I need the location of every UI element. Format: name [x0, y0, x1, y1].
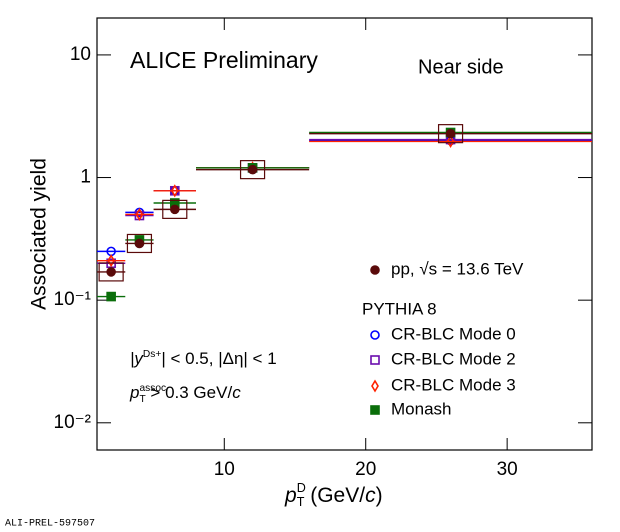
text-part: p	[284, 484, 297, 507]
systematic-box	[98, 262, 124, 282]
legend-label: Monash	[391, 399, 451, 418]
plot-frame	[96, 17, 593, 451]
legend-header: PYTHIA 8	[362, 299, 437, 318]
systematic-box	[126, 233, 153, 254]
text-part: Ds+	[143, 349, 161, 360]
marker	[134, 238, 145, 249]
legend-label: pp, √s = 13.6 TeV	[391, 259, 524, 278]
text-part: |y	[130, 349, 144, 368]
marker	[445, 128, 456, 139]
annotation: passoc T > 0.3 GeV/c	[129, 383, 241, 405]
marker	[135, 207, 144, 222]
legend-label: CR-BLC Mode 3	[391, 375, 516, 394]
text-part: assoc	[139, 383, 166, 394]
systematic-box	[239, 160, 266, 180]
y-tick-label: 1	[80, 167, 91, 188]
x-tick-label: 20	[355, 459, 376, 480]
y-tick-label: 10⁻²	[54, 412, 92, 433]
x-axis-label: pD T (GeV/c)	[284, 481, 383, 509]
x-tick-label: 10	[214, 459, 235, 480]
y-tick-label: 10	[70, 44, 91, 65]
series	[97, 124, 592, 282]
marker	[371, 379, 379, 393]
marker	[106, 267, 116, 277]
x-tick-label: 30	[497, 459, 518, 480]
marker	[247, 164, 258, 175]
text-part: T	[139, 394, 145, 405]
subtitle: Near side	[418, 56, 504, 78]
marker	[107, 254, 116, 268]
legend-label: CR-BLC Mode 2	[391, 349, 516, 368]
text-part: (GeV/	[304, 484, 365, 507]
text-part: p	[129, 383, 139, 402]
footer: ALI-PREL-597507	[5, 519, 95, 530]
text-part: > 0.3 GeV/	[146, 383, 233, 402]
marker	[370, 265, 380, 275]
annotation: |yDs+| < 0.5, |Δη| < 1	[130, 349, 277, 368]
text-part: c	[232, 383, 241, 402]
marker	[106, 291, 116, 302]
y-axis-label: Associated yield	[28, 158, 51, 310]
marker	[169, 204, 180, 215]
systematic-box	[162, 199, 188, 219]
text-part: D	[297, 481, 306, 495]
marker	[170, 184, 179, 198]
series	[97, 135, 592, 257]
text-part: c	[365, 484, 376, 507]
marker	[370, 405, 380, 415]
legend-label: CR-BLC Mode 0	[391, 324, 516, 343]
marker	[446, 134, 455, 148]
chart-title: ALICE Preliminary	[130, 47, 318, 73]
marker	[370, 330, 380, 340]
text-part: T	[297, 495, 305, 509]
text-part: )	[376, 484, 383, 507]
marker	[370, 355, 380, 365]
systematic-box	[437, 124, 464, 144]
text-part: | < 0.5, |Δη| < 1	[161, 349, 276, 368]
y-tick-label: 10⁻¹	[54, 289, 92, 310]
